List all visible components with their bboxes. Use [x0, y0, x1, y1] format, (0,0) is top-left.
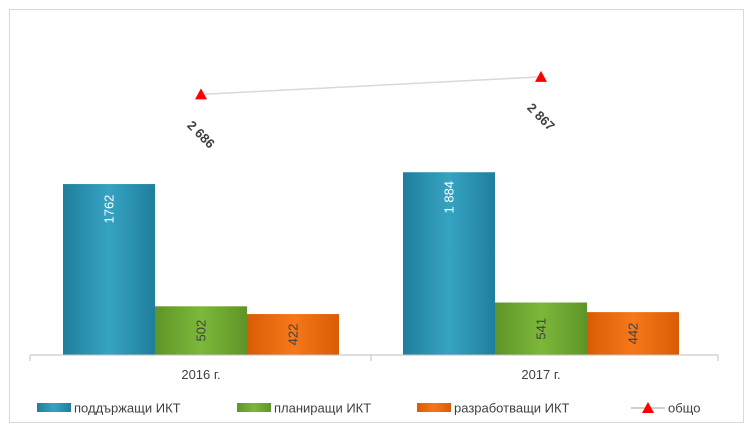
x-tick-label-0: 2016 г.: [181, 367, 220, 382]
bar-value-label-0-1: 1 884: [442, 181, 457, 214]
bar-1-0: [155, 306, 247, 355]
bar-1-1: [495, 302, 587, 355]
bar-0-1: [403, 172, 495, 355]
bar-0-0: [63, 184, 155, 355]
total-value-label-1: 2 867: [524, 100, 558, 134]
total-marker-0: [195, 88, 207, 100]
bar-chart: 1762 1 884 502 541 422 442 2016 г. 2017 г. 2 686…: [29, 70, 719, 416]
bar-2-0: [247, 314, 339, 355]
legend-label-3: общо: [668, 401, 700, 416]
total-line: [200, 76, 542, 96]
legend-swatch-0: [37, 403, 71, 412]
bar-value-label-0-0: 1762: [102, 195, 117, 224]
total-marker-1: [535, 70, 547, 82]
legend-marker: [642, 402, 654, 413]
bar-value-label-2-0: 422: [286, 324, 301, 346]
legend-label-2: разработващи ИКТ: [454, 401, 570, 416]
legend-label-1: планиращи ИКТ: [274, 401, 371, 416]
legend-label-0: поддържащи ИКТ: [74, 401, 181, 416]
bar-2-1: [587, 312, 679, 355]
legend-swatch-1: [237, 403, 271, 412]
legend: поддържащи ИКТ планиращи ИКТ разработващи …: [37, 401, 700, 416]
total-value-label-0: 2 686: [184, 118, 218, 152]
bar-value-label-2-1: 442: [626, 323, 641, 345]
legend-swatch-2: [417, 403, 451, 412]
plot-area: 1762 1 884 502 541 422 442 2016 г. 2017 г. 2 686…: [29, 70, 719, 382]
chart-frame: 1762 1 884 502 541 422 442 2016 г. 2017 г. 2 686…: [9, 9, 744, 423]
bar-value-label-1-0: 502: [194, 320, 209, 342]
x-tick-label-1: 2017 г.: [521, 367, 560, 382]
bar-value-label-1-1: 541: [534, 318, 549, 340]
